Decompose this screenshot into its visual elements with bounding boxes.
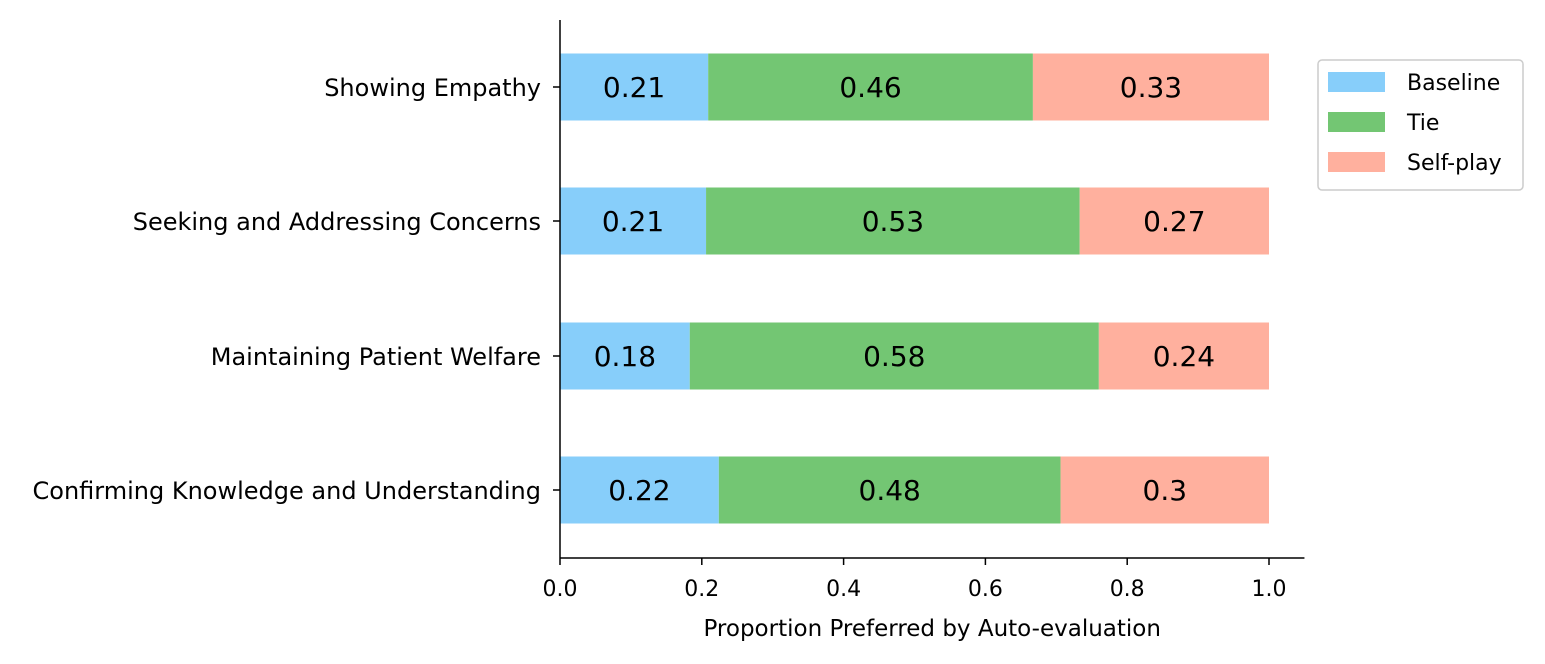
- x-tick-label: 0.8: [1110, 577, 1145, 602]
- bar-value-label: 0.48: [859, 474, 921, 507]
- x-tick-label: 1.0: [1252, 577, 1287, 602]
- bar-value-label: 0.21: [603, 71, 665, 104]
- legend-swatch-self-play: [1328, 152, 1385, 172]
- bar-self-play-0: [1032, 53, 1269, 121]
- legend-swatch-baseline: [1328, 72, 1385, 92]
- bar-value-label: 0.22: [608, 474, 670, 507]
- bar-value-label: 0.3: [1143, 474, 1188, 507]
- bar-self-play-1: [1079, 187, 1269, 255]
- bar-value-label: 0.58: [863, 340, 925, 373]
- bar-baseline-2: [560, 322, 690, 390]
- bar-self-play-3: [1060, 456, 1269, 524]
- category-label: Showing Empathy: [324, 74, 541, 102]
- legend: Baseline Tie Self-play: [1317, 59, 1524, 191]
- x-tick-label: 0.2: [684, 577, 719, 602]
- bar-baseline-0: [560, 53, 709, 121]
- legend-swatch-tie: [1328, 112, 1385, 132]
- axes-group: [559, 20, 1305, 559]
- bar-self-play-2: [1098, 322, 1269, 390]
- x-ticks-group: 0.0 0.2 0.4 0.6 0.8 1.0: [543, 558, 1287, 602]
- bar-tie-0: [708, 53, 1033, 121]
- bar-tie-1: [706, 187, 1080, 255]
- bar-baseline-3: [560, 456, 719, 524]
- bars-group: [560, 53, 1269, 524]
- category-label: Confirming Knowledge and Understanding: [33, 477, 542, 505]
- x-axis-title: Proportion Preferred by Auto-evaluation: [703, 616, 1160, 642]
- bar-baseline-1: [560, 187, 707, 255]
- x-tick-label: 0.6: [968, 577, 1003, 602]
- bar-labels-group: 0.21 0.46 0.33 0.21 0.53 0.27 0.18 0.58 0.24 0.22…: [594, 71, 1215, 507]
- x-tick-label: 0.4: [826, 577, 861, 602]
- category-label: Seeking and Addressing Concerns: [133, 208, 541, 236]
- category-labels-group: Showing Empathy Seeking and Addressing Co…: [33, 74, 560, 505]
- legend-label: Tie: [1406, 111, 1439, 136]
- bar-tie-3: [718, 456, 1061, 524]
- bar-value-label: 0.24: [1153, 340, 1215, 373]
- bar-tie-2: [689, 322, 1099, 390]
- category-label: Maintaining Patient Welfare: [211, 343, 541, 371]
- bar-value-label: 0.46: [839, 71, 901, 104]
- bar-value-label: 0.18: [594, 340, 656, 373]
- bar-value-label: 0.53: [862, 205, 924, 238]
- legend-label: Baseline: [1407, 71, 1500, 96]
- bar-value-label: 0.21: [602, 205, 664, 238]
- bar-value-label: 0.33: [1120, 71, 1182, 104]
- legend-label: Self-play: [1407, 151, 1502, 176]
- x-tick-label: 0.0: [543, 577, 578, 602]
- bar-value-label: 0.27: [1143, 205, 1205, 238]
